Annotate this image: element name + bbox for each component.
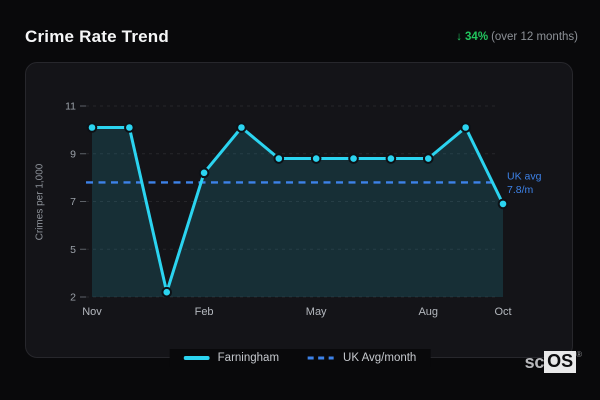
trend-value: 34%	[465, 31, 489, 43]
y-tick-label: 7	[70, 196, 76, 208]
data-point[interactable]	[497, 198, 509, 210]
data-point[interactable]	[422, 153, 434, 164]
y-tick-label: 9	[70, 148, 76, 160]
uk-avg-value: 7.8/m	[507, 184, 534, 196]
solid-line-swatch-icon	[183, 356, 210, 360]
x-tick-label: May	[306, 306, 327, 318]
trend-caption: (over 12 months)	[491, 31, 578, 43]
trend-indicator: ↓ 34% (over 12 months)	[456, 31, 578, 43]
brand-badge: OS	[544, 351, 577, 373]
chart-svg[interactable]: 2 5 7 9 11 Nov Feb May Aug Oct UK avg 7.8/m	[26, 63, 574, 359]
dashed-line-swatch-icon	[308, 356, 335, 360]
legend-label: UK Avg/month	[343, 352, 417, 364]
data-point[interactable]	[198, 167, 210, 179]
chart-card: 2 5 7 9 11 Nov Feb May Aug Oct UK avg 7.8/m Crimes …	[25, 62, 573, 358]
registered-mark-icon: ®	[576, 350, 582, 359]
legend-item-uk-avg[interactable]: UK Avg/month	[307, 352, 416, 364]
series-line	[90, 125, 505, 294]
down-arrow-icon: ↓	[456, 31, 463, 43]
page-title: Crime Rate Trend	[25, 27, 169, 46]
data-point[interactable]	[310, 153, 322, 164]
brand-logo: sc OS ®	[524, 350, 582, 373]
uk-avg-label: UK avg	[507, 170, 542, 182]
data-point[interactable]	[273, 153, 285, 164]
legend-item-farningham[interactable]: Farningham	[183, 352, 280, 364]
y-tick-label: 11	[65, 101, 76, 113]
x-tick-label: Feb	[195, 306, 214, 318]
data-point[interactable]	[161, 286, 173, 298]
data-point[interactable]	[124, 122, 135, 133]
legend: Farningham UK Avg/month	[169, 349, 431, 367]
data-point[interactable]	[348, 153, 359, 164]
y-tick-label: 2	[70, 292, 76, 304]
x-tick-label: Nov	[82, 306, 102, 318]
legend-label: Farningham	[217, 352, 280, 364]
x-axis-labels: Nov Feb May Aug Oct	[82, 306, 511, 318]
gridlines: 2 5 7 9 11	[65, 101, 496, 304]
area-fill	[92, 127, 503, 297]
chart-area[interactable]: 2 5 7 9 11 Nov Feb May Aug Oct UK avg 7.8/m	[26, 63, 574, 359]
x-tick-label: Oct	[494, 306, 511, 318]
data-point[interactable]	[385, 153, 397, 164]
data-point[interactable]	[86, 122, 98, 133]
brand-prefix: sc	[524, 351, 545, 372]
data-point[interactable]	[236, 122, 247, 133]
data-point[interactable]	[460, 122, 471, 133]
y-axis-title: Crimes per 1,000	[34, 163, 46, 241]
y-tick-label: 5	[70, 244, 76, 256]
x-tick-label: Aug	[418, 306, 438, 318]
